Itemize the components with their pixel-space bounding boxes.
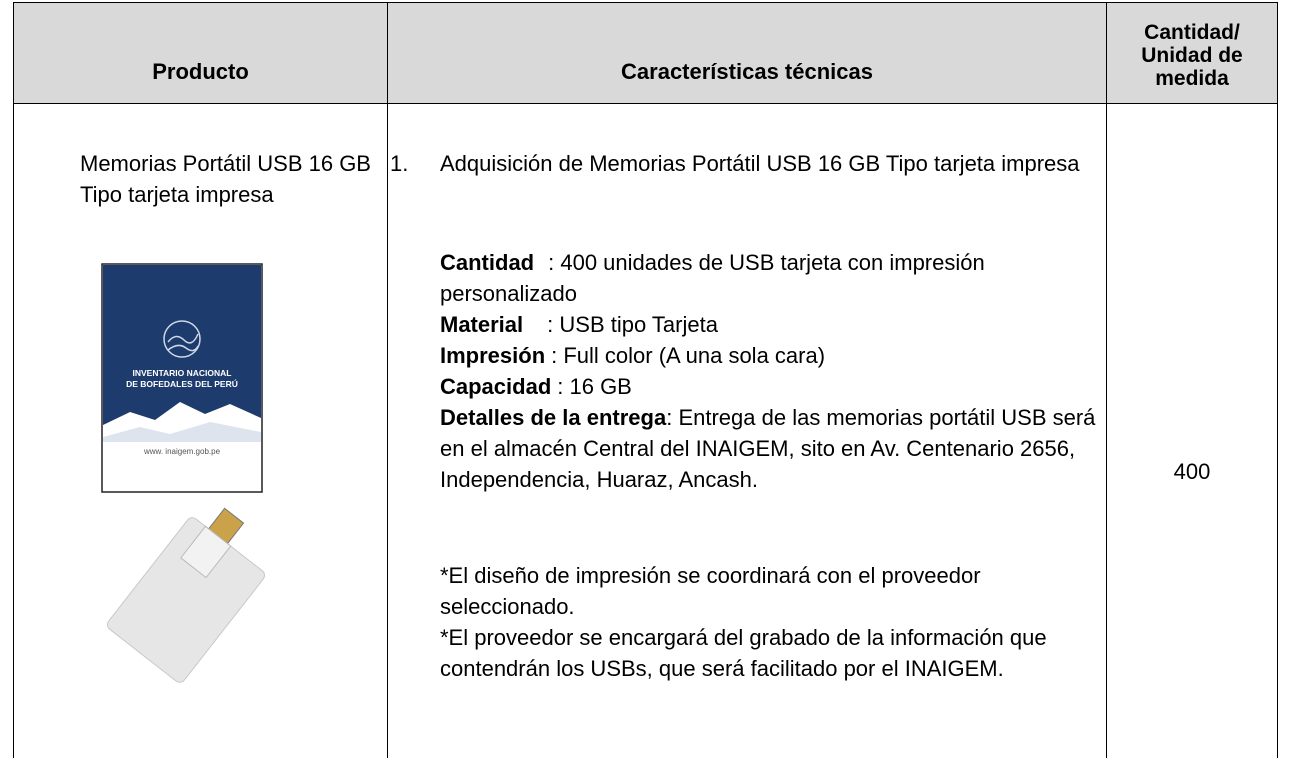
field-label: Impresión bbox=[440, 343, 546, 368]
product-name: Memorias Portátil USB 16 GB Tipo tarjeta… bbox=[80, 151, 371, 207]
field-value: : 16 GB bbox=[557, 374, 632, 399]
table-border bbox=[13, 103, 1278, 104]
header-cell: Características técnicas bbox=[621, 59, 873, 84]
item-number: 1. bbox=[390, 151, 409, 176]
card-text: INVENTARIO NACIONAL bbox=[132, 368, 231, 378]
field-value: : 400 unidades de USB tarjeta con impres… bbox=[440, 250, 985, 306]
table-border bbox=[387, 2, 388, 758]
card-text: www. inaigem.gob.pe bbox=[143, 447, 221, 456]
item-title: Adquisición de Memorias Portátil USB 16 … bbox=[440, 151, 1080, 176]
field-value: : Entrega de las memorias portátil USB s… bbox=[440, 405, 1096, 492]
spec-notes: *El diseño de impresión se coordinará co… bbox=[440, 560, 1100, 684]
quantity: 400 bbox=[1173, 459, 1211, 484]
field-label: Material bbox=[440, 312, 524, 337]
field-label: Capacidad bbox=[440, 374, 552, 399]
spec-field: Capacidad: 16 GB bbox=[440, 371, 1100, 402]
header-cell: Cantidad/ Unidad de medida bbox=[1141, 20, 1243, 90]
note: *El proveedor se encargará del grabado d… bbox=[440, 625, 1047, 681]
table-border bbox=[13, 2, 1278, 3]
header-background bbox=[13, 3, 1278, 103]
spec-field: Material : USB tipo Tarjeta bbox=[440, 309, 1100, 340]
field-value: : USB tipo Tarjeta bbox=[547, 312, 718, 337]
spec-field: Cantidad: 400 unidades de USB tarjeta co… bbox=[440, 247, 1100, 309]
field-label: Detalles de la entrega bbox=[440, 405, 667, 430]
header-cell: Producto bbox=[152, 59, 249, 84]
table-border bbox=[13, 2, 14, 758]
product-card-image: INVENTARIO NACIONAL DE BOFEDALES DEL PER… bbox=[101, 263, 263, 493]
table-border bbox=[1277, 2, 1278, 758]
field-value: : Full color (A una sola cara) bbox=[551, 343, 826, 368]
spec-field: Detalles de la entrega: Entrega de las m… bbox=[440, 402, 1100, 495]
field-label: Cantidad bbox=[440, 250, 535, 275]
table-border bbox=[1106, 2, 1107, 758]
note: *El diseño de impresión se coordinará co… bbox=[440, 563, 981, 619]
usb-card-image bbox=[107, 507, 265, 683]
card-text: DE BOFEDALES DEL PERÚ bbox=[126, 378, 238, 389]
spec-field: Impresión: Full color (A una sola cara) bbox=[440, 340, 1100, 371]
spec-fields: Cantidad: 400 unidades de USB tarjeta co… bbox=[440, 247, 1100, 495]
